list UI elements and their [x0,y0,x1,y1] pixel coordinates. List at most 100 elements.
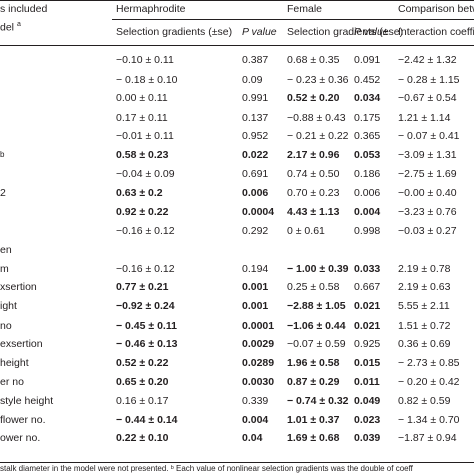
female-p-value-cell: 0.021 [354,300,381,312]
female-gradient-cell: − 0.21 ± 0.22 [287,130,349,142]
female-gradient-cell: 1.69 ± 0.68 [287,432,340,444]
herm-gradient-cell: −0.16 ± 0.12 [116,263,175,275]
interaction-cell: −1.87 ± 0.94 [398,432,457,444]
herm-gradient-cell: 0.17 ± 0.11 [116,112,168,124]
herm-selection-gradient-header: Selection gradients (±se) [116,26,233,38]
female-gradient-cell: − 0.23 ± 0.36 [287,74,349,86]
trait-cell: no [0,320,12,332]
trait-cell: en [0,244,12,256]
female-p-value-cell: 0.015 [354,357,381,369]
female-gradient-cell: − 1.00 ± 0.39 [287,263,349,275]
female-p-value-header: P value [354,26,389,38]
herm-p-value-cell: 0.292 [242,225,269,237]
herm-gradient-cell: 0.16 ± 0.17 [116,395,169,407]
herm-gradient-cell: 0.63 ± 0.2 [116,187,163,199]
herm-gradient-cell: − 0.44 ± 0.14 [116,414,178,426]
female-gradient-cell: −1.06 ± 0.44 [287,320,346,332]
female-p-value-cell: 0.033 [354,263,381,275]
female-p-value-cell: 0.049 [354,395,381,407]
female-p-value-cell: 0.091 [354,54,381,66]
header-bottom-rule [0,45,474,46]
herm-p-value-cell: 0.0001 [242,320,275,332]
herm-p-value-cell: 0.991 [242,92,269,104]
female-gradient-cell: 0.74 ± 0.50 [287,168,340,180]
female-gradient-cell: 0.87 ± 0.29 [287,376,340,388]
table-top-rule [0,0,474,1]
herm-p-value-cell: 0.0289 [242,357,275,369]
interaction-cell: − 2.73 ± 0.85 [398,357,460,369]
female-p-value-cell: 0.034 [354,92,381,104]
interaction-cell: −2.42 ± 1.32 [398,54,457,66]
female-gradient-cell: 0.68 ± 0.35 [287,54,340,66]
herm-p-value-cell: 0.04 [242,432,263,444]
herm-p-value-cell: 0.0004 [242,206,275,218]
female-p-value-cell: 0.925 [354,338,381,350]
female-gradient-cell: 0.52 ± 0.20 [287,92,340,104]
herm-p-value-cell: 0.952 [242,130,269,142]
herm-p-value-cell: 0.137 [242,112,269,124]
herm-gradient-cell: −0.01 ± 0.11 [116,130,174,142]
interaction-cell: − 1.34 ± 0.70 [398,414,460,426]
female-header: Female [287,3,323,15]
herm-gradient-cell: − 0.18 ± 0.10 [116,74,178,86]
trait-cell: style height [0,395,54,407]
interaction-cell: 1.51 ± 0.72 [398,320,451,332]
female-gradient-cell: 0.70 ± 0.23 [287,187,340,199]
herm-p-value-cell: 0.006 [242,187,269,199]
trait-cell: xsertion [0,281,37,293]
herm-gradient-cell: 0.00 ± 0.11 [116,92,168,104]
trait-cell: flower no. [0,414,46,426]
herm-p-value-cell: 0.022 [242,149,269,161]
interaction-coefficient-header: Interaction coeffic [398,26,474,38]
trait-cell: exsertion [0,338,43,350]
herm-p-value-cell: 0.339 [242,395,269,407]
female-p-value-cell: 0.175 [354,112,381,124]
herm-gradient-cell: − 0.46 ± 0.13 [116,338,178,350]
interaction-cell: − 0.20 ± 0.42 [398,376,460,388]
interaction-cell: 0.36 ± 0.69 [398,338,451,350]
trait-cell: ight [0,300,17,312]
herm-p-value-cell: 0.001 [242,300,269,312]
female-gradient-cell: 1.01 ± 0.37 [287,414,340,426]
interaction-cell: −0.00 ± 0.40 [398,187,457,199]
female-gradient-cell: 0 ± 0.61 [287,225,325,237]
interaction-cell: − 0.07 ± 0.41 [398,130,460,142]
hermaphrodite-header: Hermaphrodite [116,3,186,15]
herm-gradient-cell: − 0.45 ± 0.11 [116,320,177,332]
female-p-value-cell: 0.186 [354,168,381,180]
herm-gradient-cell: 0.22 ± 0.10 [116,432,169,444]
herm-p-value-cell: 0.194 [242,263,269,275]
female-gradient-cell: 1.96 ± 0.58 [287,357,340,369]
herm-gradient-cell: 0.52 ± 0.22 [116,357,169,369]
female-p-value-cell: 0.039 [354,432,381,444]
female-p-value-cell: 0.004 [354,206,381,218]
herm-gradient-cell: −0.10 ± 0.11 [116,54,174,66]
female-gradient-cell: −2.88 ± 1.05 [287,300,346,312]
comparison-header: Comparison betw [398,3,474,15]
interaction-cell: −0.03 ± 0.27 [398,225,457,237]
interaction-cell: −0.67 ± 0.54 [398,92,457,104]
female-p-value-cell: 0.006 [354,187,381,199]
trait-cell: 2 [0,187,6,199]
female-p-value-cell: 0.998 [354,225,381,237]
herm-gradient-cell: 0.77 ± 0.21 [116,281,169,293]
herm-p-value-cell: 0.387 [242,54,269,66]
herm-gradient-cell: −0.16 ± 0.12 [116,225,175,237]
trait-cell: m [0,263,9,275]
table-footnote: stalk diameter in the model were not pre… [0,462,474,474]
herm-gradient-cell: −0.92 ± 0.24 [116,300,175,312]
herm-gradient-cell: 0.58 ± 0.23 [116,149,169,161]
trait-cell: b [0,150,5,159]
female-p-value-cell: 0.011 [354,376,380,388]
interaction-cell: −3.09 ± 1.31 [398,149,457,161]
herm-p-value-header: P value [242,26,277,38]
female-p-value-cell: 0.452 [354,74,381,86]
herm-gradient-cell: 0.92 ± 0.22 [116,206,169,218]
interaction-cell: −3.23 ± 0.76 [398,206,457,218]
interaction-cell: 0.82 ± 0.59 [398,395,451,407]
herm-p-value-cell: 0.09 [242,74,263,86]
interaction-cell: −2.75 ± 1.69 [398,168,457,180]
female-gradient-cell: 4.43 ± 1.13 [287,206,340,218]
interaction-cell: 5.55 ± 2.11 [398,300,450,312]
